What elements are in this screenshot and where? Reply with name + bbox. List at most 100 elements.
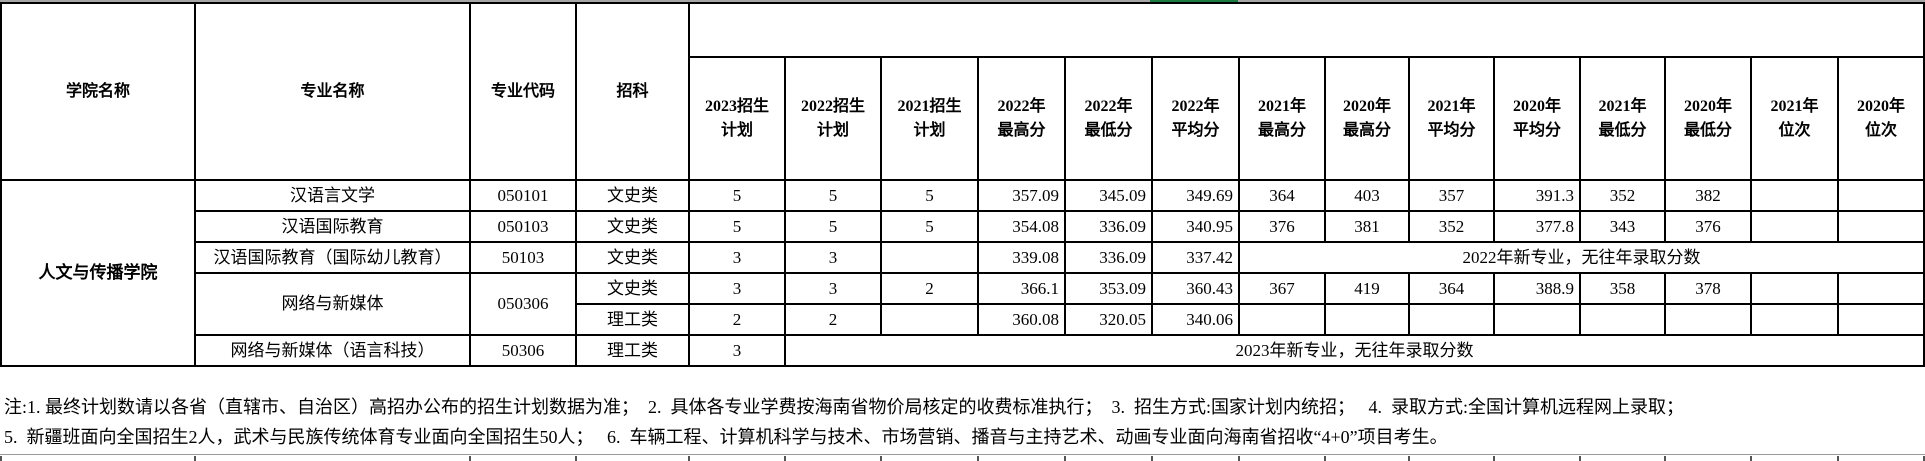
- table-cell: 345.09: [1064, 179, 1153, 212]
- table-cell: 376: [1664, 210, 1752, 243]
- header-min-2021: 2021年 最低分: [1579, 56, 1666, 181]
- table-cell: 理工类: [575, 334, 690, 367]
- table-cell: 378: [1664, 272, 1752, 305]
- table-cell: 366.1: [977, 272, 1066, 305]
- table-cell: 419: [1324, 272, 1410, 305]
- table-cell: 337.42: [1151, 241, 1240, 274]
- header-avg-2021: 2021年 平均分: [1408, 56, 1495, 181]
- table-row: 汉语国际教育（国际幼儿教育） 50103 文史类 3 3 339.08 336.…: [1, 241, 1925, 274]
- table-cell: 340.95: [1151, 210, 1240, 243]
- table-cell: 3: [688, 241, 786, 274]
- admission-scores-table: 学院名称 专业名称 专业代码 招科 2023招生 计划 2022招生 计划 20…: [0, 2, 1925, 367]
- new-major-2022-note-cell: 2022年新专业，无往年录取分数: [1237, 241, 1925, 274]
- horizontal-scrollbar-thumb[interactable]: [1150, 0, 1238, 3]
- table-row: 汉语国际教育 050103 文史类 5 5 5 354.08 336.09 34…: [1, 210, 1925, 243]
- table-cell: 367: [1238, 272, 1326, 305]
- table-row: 网络与新媒体 050306 文史类 3 3 2 366.1 353.09 360…: [1, 272, 1925, 336]
- table-cell: 5: [880, 179, 979, 212]
- table-cell: 360.43: [1151, 272, 1240, 305]
- column-border-tick: [1238, 456, 1240, 461]
- column-border-tick: [1750, 456, 1752, 461]
- table-cell: 网络与新媒体（语言科技）: [194, 334, 471, 367]
- table-cell: 050101: [469, 179, 577, 212]
- table-row: 理工类 2 2 360.08 320.05 340.06: [1, 303, 1925, 336]
- header-college-name: 学院名称: [0, 2, 196, 181]
- column-border-tick: [0, 456, 2, 461]
- table-cell: 网络与新媒体: [194, 272, 471, 336]
- column-border-tick: [1664, 456, 1666, 461]
- table-cell: 理工类: [575, 303, 690, 336]
- table-cell: 364: [1408, 272, 1495, 305]
- table-cell: [1750, 303, 1839, 336]
- table-cell: 364: [1238, 179, 1326, 212]
- column-border-tick: [1493, 456, 1495, 461]
- table-cell: [1836, 210, 1925, 243]
- header-major-name: 专业名称: [194, 2, 471, 181]
- table-cell: 2: [688, 303, 786, 336]
- header-subject-category: 招科: [575, 2, 690, 181]
- column-border-tick: [1324, 456, 1326, 461]
- table-cell: [1750, 210, 1839, 243]
- table-cell: 343: [1579, 210, 1666, 243]
- table-cell: 336.09: [1064, 241, 1153, 274]
- table-cell: 3: [688, 334, 786, 367]
- table-row: 人文与传播学院 汉语言文学 050101 文史类 5 5 5 357.09 34…: [0, 179, 1925, 367]
- header-empty-strip: [687, 2, 1925, 58]
- table-row: 网络与新媒体（语言科技） 50306 理工类 3 2023年新专业，无往年录取分…: [1, 334, 1925, 367]
- table-cell: 352: [1579, 179, 1666, 212]
- table-cell: [880, 241, 979, 274]
- header-max-2022: 2022年 最高分: [977, 56, 1066, 181]
- table-cell: 340.06: [1151, 303, 1240, 336]
- table-cell: 50103: [469, 241, 577, 274]
- table-cell: [1579, 303, 1666, 336]
- table-cell: 391.3: [1493, 179, 1581, 212]
- column-border-tick: [194, 456, 196, 461]
- table-cell: [1408, 303, 1495, 336]
- table-cell: 2: [880, 272, 979, 305]
- table-cell: [1750, 179, 1839, 212]
- table-cell: [1238, 303, 1326, 336]
- footnote-line-1: 注:1. 最终计划数请以各省（直辖市、自治区）高招办公布的招生计划数据为准； 2…: [4, 397, 1684, 417]
- column-border-tick: [1923, 456, 1925, 461]
- column-border-tick: [1151, 456, 1153, 461]
- table-cell: 336.09: [1064, 210, 1153, 243]
- table-cell: 352: [1408, 210, 1495, 243]
- table-cell: [1836, 303, 1925, 336]
- table-cell: 050306: [469, 272, 577, 336]
- table-cell: 376: [1238, 210, 1326, 243]
- header-max-2021: 2021年 最高分: [1238, 56, 1326, 181]
- table-cell: 5: [880, 210, 979, 243]
- header-avg-2022: 2022年 平均分: [1151, 56, 1240, 181]
- table-cell: 403: [1324, 179, 1410, 212]
- table-cell: 文史类: [575, 179, 690, 212]
- table-cell: 2: [784, 303, 882, 336]
- table-cell: 353.09: [1064, 272, 1153, 305]
- table-cell: 汉语国际教育: [194, 210, 471, 243]
- table-cell: [1324, 303, 1410, 336]
- footnote-line-2: 5. 新疆班面向全国招生2人，武术与民族传统体育专业面向全国招生50人； 6. …: [4, 427, 1448, 447]
- header-plan-2023: 2023招生 计划: [688, 56, 786, 181]
- table-cell: 050103: [469, 210, 577, 243]
- table-cell: 5: [784, 179, 882, 212]
- new-major-2023-note-cell: 2023年新专业，无往年录取分数: [783, 334, 1925, 367]
- column-border-tick: [1837, 456, 1839, 461]
- table-cell: 汉语国际教育（国际幼儿教育）: [194, 241, 471, 274]
- header-max-2020: 2020年 最高分: [1324, 56, 1410, 181]
- table-cell: 357.09: [977, 179, 1066, 212]
- header-min-2022: 2022年 最低分: [1064, 56, 1153, 181]
- column-border-tick: [880, 456, 882, 461]
- table-cell: 360.08: [977, 303, 1066, 336]
- table-cell: 3: [784, 241, 882, 274]
- table-cell: 3: [784, 272, 882, 305]
- table-cell: 354.08: [977, 210, 1066, 243]
- table-cell: 3: [688, 272, 786, 305]
- header-plan-2022: 2022招生 计划: [784, 56, 882, 181]
- table-cell: 文史类: [575, 241, 690, 274]
- column-border-tick: [1408, 456, 1410, 461]
- table-cell: [1750, 272, 1839, 305]
- horizontal-scrollbar-track[interactable]: [0, 0, 1925, 2]
- table-cell: [1664, 303, 1752, 336]
- table-cell: 382: [1664, 179, 1752, 212]
- table-cell: 文史类: [575, 272, 690, 305]
- table-cell: 358: [1579, 272, 1666, 305]
